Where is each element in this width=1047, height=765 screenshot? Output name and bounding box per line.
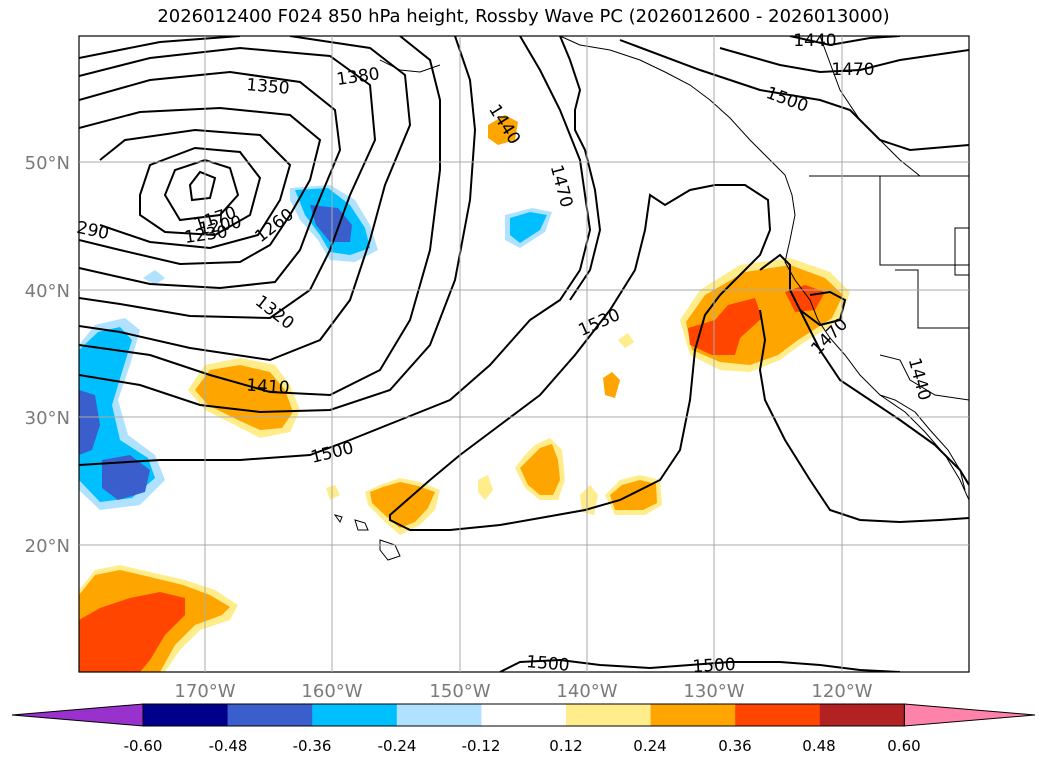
map-plot-area — [79, 36, 969, 672]
lon-label: 120°W — [811, 681, 872, 702]
lat-label: 40°N — [25, 281, 70, 302]
colorbar-segment — [312, 704, 398, 726]
colorbar-tick-label: 0.48 — [802, 737, 835, 755]
colorbar-segment — [143, 704, 229, 726]
colorbar-tick-label: 0.60 — [887, 737, 920, 755]
colorbar-tick-label: -0.12 — [462, 737, 501, 755]
lon-label: 140°W — [556, 681, 617, 702]
lon-label: 170°W — [174, 681, 235, 702]
colorbar-tick-label: -0.36 — [293, 737, 332, 755]
map-title: 2026012400 F024 850 hPa height, Rossby W… — [157, 6, 890, 27]
colorbar-tick-label: -0.60 — [124, 737, 163, 755]
lon-label: 160°W — [301, 681, 362, 702]
latitude-labels: 50°N 40°N 30°N 20°N — [25, 153, 70, 557]
colorbar-segment — [481, 704, 567, 726]
colorbar-tick-labels: -0.60 -0.48 -0.36 -0.24 -0.12 0.12 0.24 … — [124, 737, 921, 755]
colorbar-segment — [227, 704, 313, 726]
height-contours — [79, 36, 969, 672]
colorbar-tick-label: 0.24 — [633, 737, 666, 755]
contour-label: 1410 — [246, 376, 291, 399]
colorbar-extend-high — [903, 703, 1036, 727]
colorbar — [11, 703, 1036, 727]
contour-label: 1500 — [692, 655, 736, 677]
lon-label: 130°W — [683, 681, 744, 702]
anomaly-shading — [79, 115, 850, 672]
lon-label: 150°W — [429, 681, 490, 702]
colorbar-tick-label: 0.36 — [718, 737, 751, 755]
graticule — [79, 36, 969, 672]
colorbar-segment — [396, 704, 482, 726]
colorbar-segment — [566, 704, 652, 726]
lat-label: 20°N — [25, 536, 70, 557]
lat-label: 30°N — [25, 408, 70, 429]
contour-label: 1440 — [793, 31, 836, 51]
colorbar-outline — [142, 703, 905, 727]
longitude-labels: 170°W 160°W 150°W 140°W 130°W 120°W — [174, 681, 872, 702]
lat-label: 50°N — [25, 153, 70, 174]
colorbar-tick-label: 0.12 — [549, 737, 582, 755]
colorbar-tick-label: -0.24 — [378, 737, 417, 755]
map-frame — [78, 35, 970, 673]
contour-label: 1470 — [831, 60, 874, 80]
contour-label: 1350 — [245, 75, 290, 99]
colorbar-extend-low — [11, 703, 144, 727]
colorbar-segment — [819, 704, 905, 726]
contour-label: 1500 — [525, 652, 570, 676]
colorbar-segment — [735, 704, 821, 726]
colorbar-segment — [650, 704, 736, 726]
colorbar-tick-label: -0.48 — [209, 737, 248, 755]
